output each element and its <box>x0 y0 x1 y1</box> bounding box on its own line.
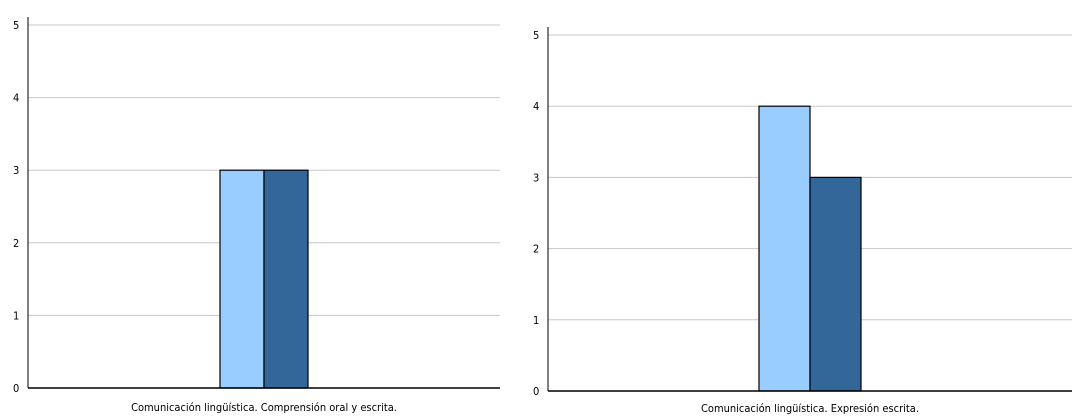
bar-series-1 <box>758 105 811 392</box>
y-tick-label: 5 <box>13 19 19 32</box>
y-tick-label: 3 <box>533 171 539 184</box>
y-tick-label: 5 <box>533 29 539 42</box>
y-tick-label: 0 <box>13 382 19 395</box>
y-tick-label: 4 <box>13 92 19 105</box>
bar-series-2 <box>263 169 309 389</box>
chart-expresion: 0 1 2 3 4 5 Comunicación lingüística. Expresió… <box>533 27 1072 415</box>
y-tick-label: 4 <box>533 100 539 113</box>
y-tick-label: 3 <box>13 164 19 177</box>
category-label: Comunicación lingüística. Expresión escr… <box>701 402 919 415</box>
category-label: Comunicación lingüística. Comprensión or… <box>131 401 397 414</box>
bar-series-1 <box>219 169 265 389</box>
y-tick-label: 2 <box>13 237 19 250</box>
y-tick-label: 1 <box>13 309 19 322</box>
bar-series-2 <box>809 176 862 392</box>
y-tick-label: 0 <box>533 385 539 398</box>
chart-comprension: 0 1 2 3 4 5 Comunicación lingüística. Comprens… <box>13 17 500 414</box>
y-tick-label: 2 <box>533 243 539 256</box>
y-tick-label: 1 <box>533 314 539 327</box>
